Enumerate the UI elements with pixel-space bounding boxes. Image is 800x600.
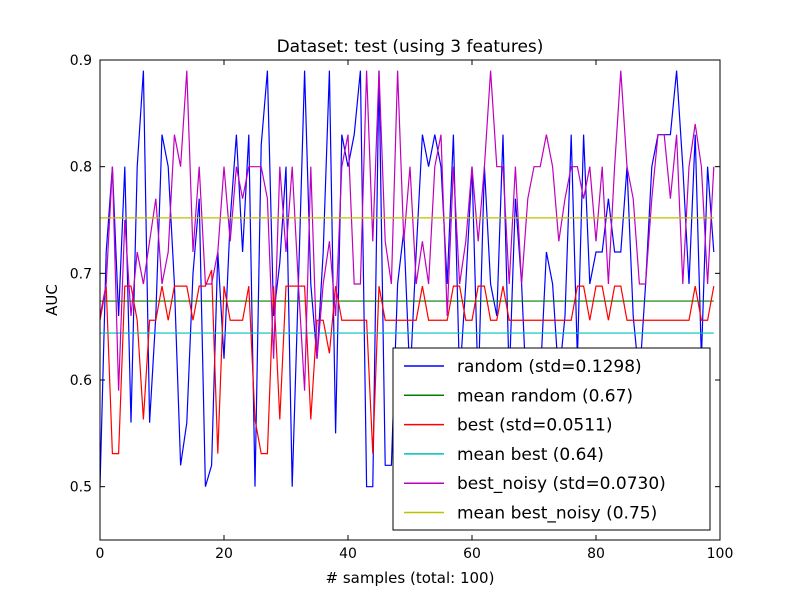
- legend-label-0: random (std=0.1298): [457, 357, 642, 377]
- legend-label-2: best (std=0.0511): [457, 416, 612, 436]
- series-layer: [100, 70, 715, 488]
- legend-label-4: best_noisy (std=0.0730): [457, 474, 666, 494]
- y-tick-label: 0.6: [70, 373, 92, 389]
- y-axis-ticks: 0.5 0.6 0.7 0.8 0.9: [70, 53, 720, 496]
- y-tick-label: 0.5: [70, 480, 92, 496]
- x-tick-label: 40: [339, 546, 357, 562]
- x-tick-label: 60: [463, 546, 481, 562]
- series-line-2: [100, 269, 715, 455]
- legend-label-5: mean best_noisy (0.75): [457, 504, 657, 524]
- legend: random (std=0.1298) mean random (0.67) bes…: [392, 347, 711, 531]
- legend-label-3: mean best (0.64): [457, 445, 604, 465]
- legend-label-1: mean random (0.67): [457, 386, 633, 406]
- y-axis-label: AUC: [43, 284, 61, 316]
- x-tick-label: 100: [707, 546, 734, 562]
- y-tick-label: 0.8: [70, 160, 92, 176]
- chart-title: Dataset: test (using 3 features): [277, 37, 544, 57]
- legend-items: random (std=0.1298) mean random (0.67) bes…: [404, 357, 666, 524]
- x-tick-label: 0: [96, 546, 105, 562]
- legend-box: [392, 347, 711, 531]
- y-tick-label: 0.7: [70, 266, 92, 282]
- x-tick-label: 20: [215, 546, 233, 562]
- y-tick-label: 0.9: [70, 53, 92, 69]
- x-axis-label: # samples (total: 100): [326, 569, 495, 587]
- plot-area-frame: [99, 59, 721, 541]
- x-axis-ticks: 0 20 40 60 80 100: [96, 60, 734, 562]
- series-line-4: [100, 70, 715, 391]
- x-tick-label: 80: [587, 546, 605, 562]
